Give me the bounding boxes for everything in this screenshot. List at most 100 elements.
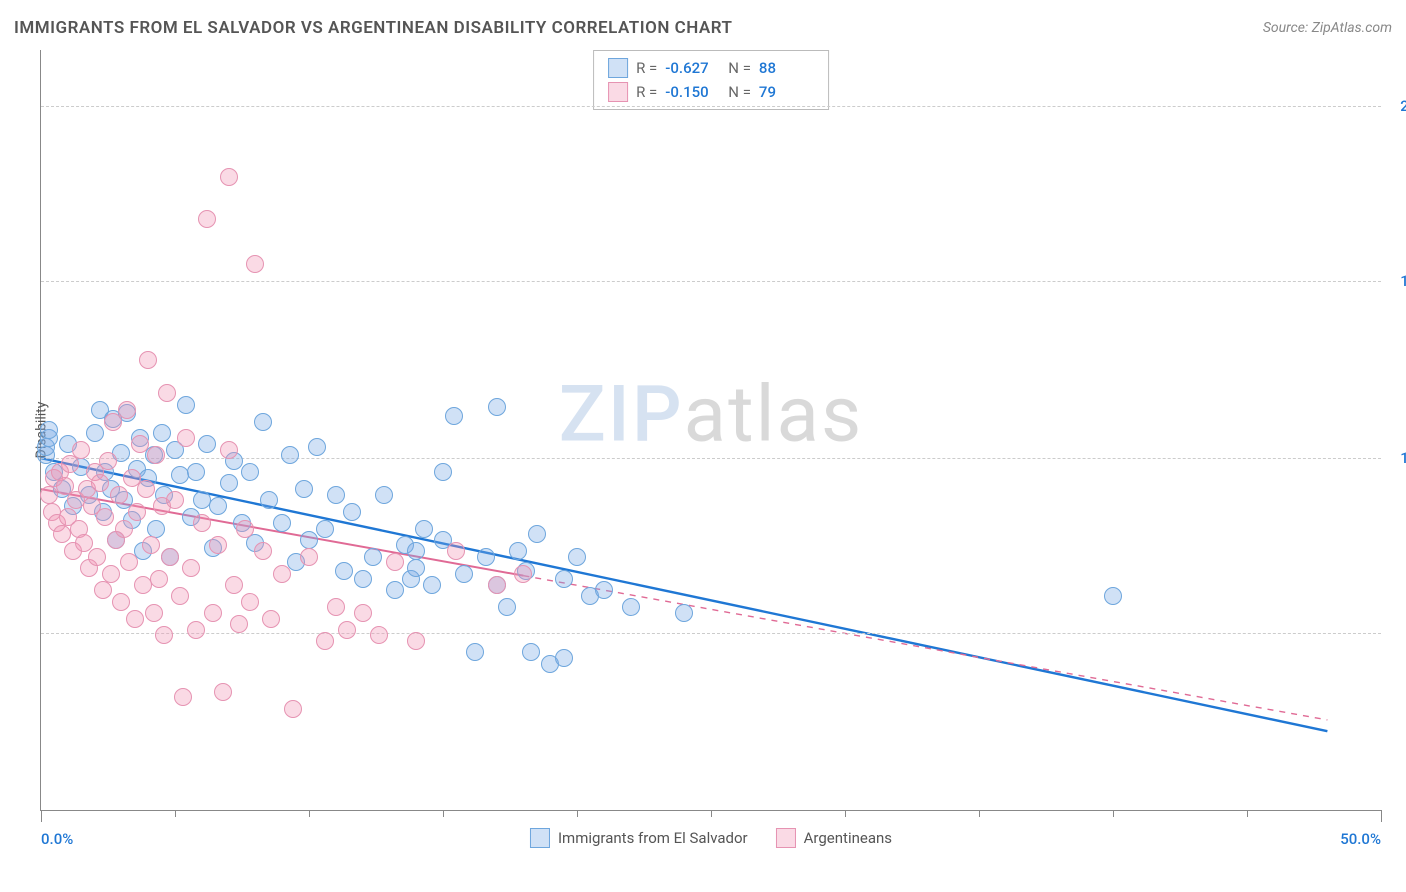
trend-lines xyxy=(41,50,1381,810)
data-point xyxy=(187,463,205,481)
data-point xyxy=(488,398,506,416)
data-point xyxy=(174,688,192,706)
watermark-atlas: atlas xyxy=(684,369,864,460)
data-point xyxy=(488,576,506,594)
grid-line xyxy=(41,281,1381,282)
data-point xyxy=(220,168,238,186)
data-point xyxy=(254,542,272,560)
data-point xyxy=(137,480,155,498)
data-point xyxy=(88,548,106,566)
data-point xyxy=(126,610,144,628)
x-tick-label: 0.0% xyxy=(41,830,73,848)
data-point xyxy=(407,542,425,560)
x-minor-tick xyxy=(443,810,444,817)
data-point xyxy=(338,621,356,639)
data-point xyxy=(158,384,176,402)
data-point xyxy=(182,559,200,577)
x-minor-tick xyxy=(1247,810,1248,817)
legend-swatch xyxy=(608,82,628,102)
data-point xyxy=(96,508,114,526)
data-point xyxy=(675,604,693,622)
watermark: ZIPatlas xyxy=(559,369,864,460)
watermark-zip: ZIP xyxy=(559,369,684,460)
data-point xyxy=(622,598,640,616)
data-point xyxy=(509,542,527,560)
data-point xyxy=(147,520,165,538)
data-point xyxy=(295,480,313,498)
x-minor-tick xyxy=(175,810,176,817)
data-point xyxy=(246,255,264,273)
data-point xyxy=(150,570,168,588)
data-point xyxy=(236,520,254,538)
data-point xyxy=(214,683,232,701)
data-point xyxy=(386,553,404,571)
data-point xyxy=(386,581,404,599)
data-point xyxy=(40,486,58,504)
data-point xyxy=(316,520,334,538)
data-point xyxy=(335,562,353,580)
data-point xyxy=(300,548,318,566)
data-point xyxy=(225,576,243,594)
data-point xyxy=(72,441,90,459)
stat-n-label: N = xyxy=(728,59,751,77)
data-point xyxy=(230,615,248,633)
data-point xyxy=(220,474,238,492)
stat-n-value: 88 xyxy=(759,59,814,77)
bottom-legend: Immigrants from El SalvadorArgentineans xyxy=(530,828,892,848)
data-point xyxy=(241,463,259,481)
stat-r-label: R = xyxy=(636,59,657,77)
stat-n-label: N = xyxy=(728,83,751,101)
data-point xyxy=(198,435,216,453)
data-point xyxy=(115,520,133,538)
data-point xyxy=(445,407,463,425)
x-minor-tick xyxy=(711,810,712,817)
y-tick-label: 12.5% xyxy=(1386,449,1406,467)
data-point xyxy=(153,424,171,442)
x-tick-label: 50.0% xyxy=(1340,830,1381,848)
data-point xyxy=(308,438,326,456)
data-point xyxy=(262,610,280,628)
data-point xyxy=(220,441,238,459)
data-point xyxy=(555,649,573,667)
legend-swatch xyxy=(530,828,550,848)
data-point xyxy=(522,643,540,661)
data-point xyxy=(528,525,546,543)
stats-legend-box: R =-0.627N =88R =-0.150N =79 xyxy=(593,50,829,110)
header: IMMIGRANTS FROM EL SALVADOR VS ARGENTINE… xyxy=(14,18,1392,38)
data-point xyxy=(281,446,299,464)
legend-label: Immigrants from El Salvador xyxy=(558,829,748,847)
data-point xyxy=(407,559,425,577)
x-minor-tick xyxy=(979,810,980,817)
data-point xyxy=(254,413,272,431)
data-point xyxy=(477,548,495,566)
data-point xyxy=(139,351,157,369)
data-point xyxy=(94,581,112,599)
data-point xyxy=(343,503,361,521)
data-point xyxy=(166,491,184,509)
stats-row: R =-0.150N =79 xyxy=(608,80,814,104)
stat-r-value: -0.627 xyxy=(665,59,720,77)
trend-line-extrapolated xyxy=(523,576,1327,720)
data-point xyxy=(187,621,205,639)
y-tick-label: 6.3% xyxy=(1386,624,1406,642)
source-label: Source: ZipAtlas.com xyxy=(1263,20,1392,36)
data-point xyxy=(131,435,149,453)
data-point xyxy=(209,497,227,515)
data-point xyxy=(273,565,291,583)
data-point xyxy=(354,604,372,622)
data-point xyxy=(455,565,473,583)
y-tick-label: 18.8% xyxy=(1386,272,1406,290)
stat-r-value: -0.150 xyxy=(665,83,720,101)
data-point xyxy=(171,587,189,605)
grid-line xyxy=(41,106,1381,107)
data-point xyxy=(112,593,130,611)
y-tick-label: 25.0% xyxy=(1386,97,1406,115)
data-point xyxy=(171,466,189,484)
data-point xyxy=(193,514,211,532)
data-point xyxy=(75,534,93,552)
data-point xyxy=(364,548,382,566)
data-point xyxy=(316,632,334,650)
data-point xyxy=(241,593,259,611)
data-point xyxy=(300,531,318,549)
data-point xyxy=(118,401,136,419)
